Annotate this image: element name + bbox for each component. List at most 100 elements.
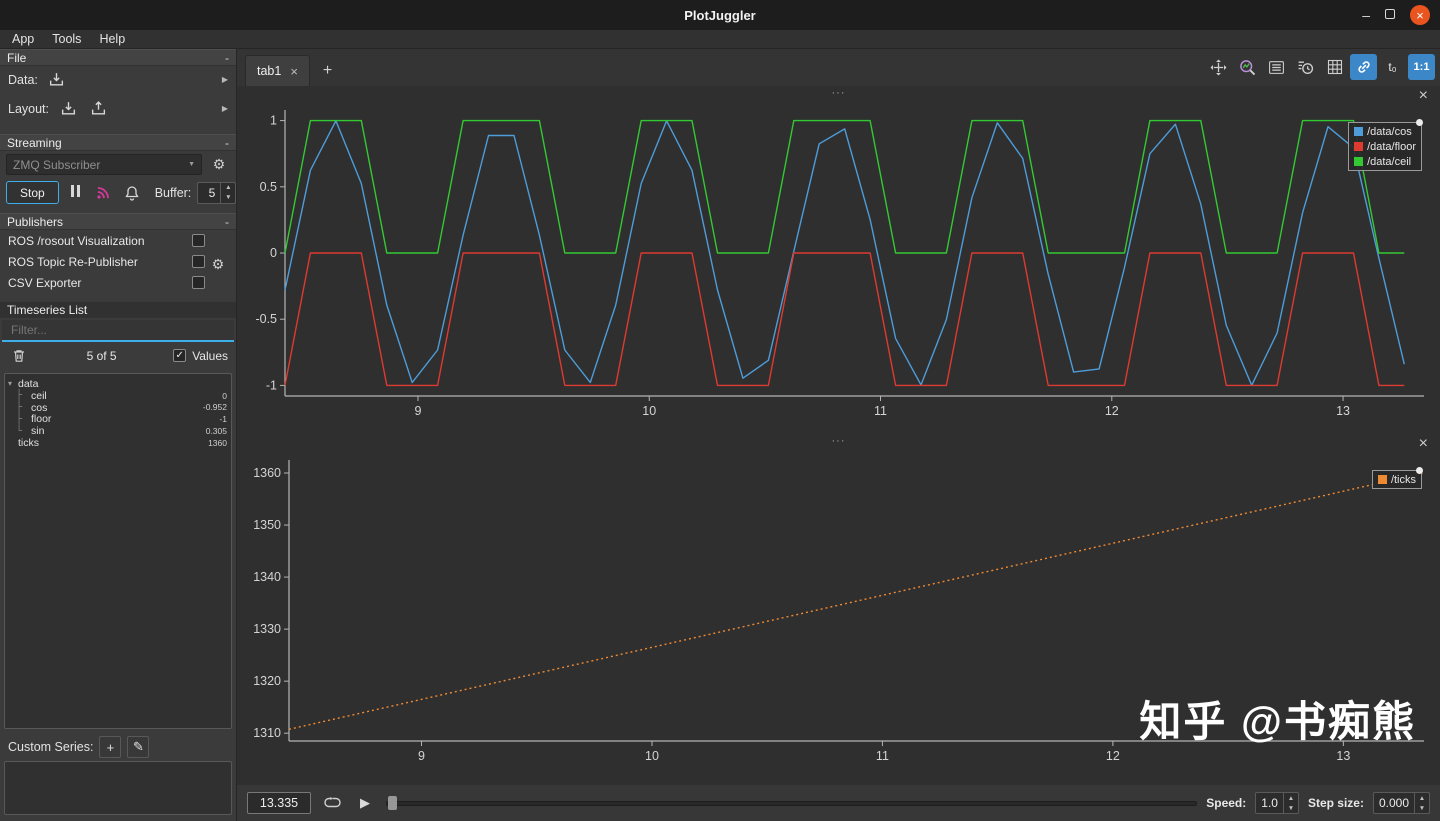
time-offset-button[interactable]: t₀ [1379,54,1406,80]
load-data-button[interactable] [46,69,68,91]
add-tab-button[interactable]: + [315,58,340,83]
legend-item[interactable]: /data/floor [1354,139,1416,154]
tree-item-sin[interactable]: └ sin 0.305 [5,425,231,437]
collapse-icon[interactable]: - [225,214,229,229]
tab-close-icon[interactable]: × [290,63,298,79]
submenu-arrow-icon[interactable]: ▶ [221,75,228,84]
spinbox-arrows[interactable]: ▲ ▼ [1282,793,1298,813]
streaming-section-header[interactable]: Streaming - [0,134,236,151]
ratio-button[interactable]: 1:1 [1408,54,1435,80]
add-custom-series-button[interactable]: + [99,736,122,758]
loop-button[interactable] [320,791,344,815]
publishers-section-header[interactable]: Publishers - [0,213,236,230]
zoom-fit-button[interactable] [1234,54,1261,80]
slider-track[interactable] [386,801,1198,806]
maximize-button[interactable] [1385,8,1395,22]
time-tracker-button[interactable] [1292,54,1319,80]
spin-up-icon[interactable]: ▲ [1418,794,1426,802]
svg-text:11: 11 [876,749,889,763]
publisher-checkbox[interactable] [192,234,205,247]
plus-icon: + [106,739,115,755]
tree-item-ceil[interactable]: ├ ceil 0 [5,390,231,402]
legend-item[interactable]: /data/ceil [1354,154,1416,169]
ratio-label: 1:1 [1413,61,1430,73]
publisher-settings-button[interactable]: ⚙ [207,253,229,275]
notifications-button[interactable] [121,182,143,204]
plot-close-button[interactable]: × [1418,87,1428,104]
plot-close-button[interactable]: × [1418,435,1428,452]
publisher-checkbox[interactable] [192,255,205,268]
load-layout-button[interactable] [57,98,79,120]
save-layout-button[interactable] [87,98,109,120]
timeseries-tree[interactable]: ▾ data ├ ceil 0 ├ cos -0.952 ├ floor -1 … [4,373,232,729]
timeseries-toolbar: 5 of 5 ✓ Values [0,342,236,369]
titlebar[interactable]: PlotJuggler – × [0,0,1440,30]
zoom-plot-icon [1240,59,1256,75]
time-slider[interactable] [386,794,1198,812]
spin-down-icon[interactable]: ▼ [225,194,232,201]
pan-view-button[interactable] [1205,54,1232,80]
show-grid-button[interactable] [1321,54,1348,80]
menu-app[interactable]: App [12,32,35,46]
tracker-dot[interactable] [1416,119,1423,126]
streaming-settings-button[interactable]: ⚙ [208,154,230,176]
tab-tab1[interactable]: tab1 × [245,55,310,86]
stop-button[interactable]: Stop [6,181,59,204]
rss-icon [97,187,110,199]
collapse-icon[interactable]: - [225,50,229,65]
step-size-spinbox[interactable]: 0.000 ▲ ▼ [1372,792,1430,814]
values-checkbox[interactable]: ✓ [173,349,187,362]
submenu-arrow-icon[interactable]: ▶ [221,104,228,113]
plot-drag-handle[interactable]: ··· [831,87,846,99]
stream-status-button[interactable] [93,182,115,204]
dropdown-arrow-icon: ▼ [188,161,195,168]
close-button[interactable]: × [1410,5,1430,25]
tree-item-name: floor [31,413,52,426]
spinbox-arrows[interactable]: ▲ ▼ [220,182,235,203]
spin-down-icon[interactable]: ▼ [1287,804,1295,812]
pan-icon [1210,59,1227,75]
svg-text:1320: 1320 [253,674,281,688]
spin-up-icon[interactable]: ▲ [225,184,232,191]
collapse-icon[interactable]: - [225,135,229,150]
spin-down-icon[interactable]: ▼ [1418,804,1426,812]
file-section-header[interactable]: File - [0,49,236,66]
menu-help[interactable]: Help [99,32,126,46]
publisher-label: ROS Topic Re-Publisher [8,254,138,269]
plot-drag-handle[interactable]: ··· [831,435,846,447]
legend-item[interactable]: /ticks [1377,472,1416,487]
tree-item-floor[interactable]: ├ floor -1 [5,413,231,425]
play-button[interactable]: ▶ [353,791,377,815]
buffer-spinbox[interactable]: 5 ▲ ▼ [197,181,237,204]
slider-handle[interactable] [388,796,397,810]
edit-custom-series-button[interactable]: ✎ [127,736,150,758]
minimize-button[interactable]: – [1362,7,1370,23]
tree-item-cos[interactable]: ├ cos -0.952 [5,402,231,414]
tree-branch-end-icon: └ [16,425,23,437]
streaming-source-select[interactable]: ZMQ Subscriber ▼ [6,154,202,175]
legend-item[interactable]: /data/cos [1354,124,1416,139]
streaming-source-value: ZMQ Subscriber [13,157,101,172]
tree-item-ticks[interactable]: ticks 1360 [5,437,231,449]
tree-item-name: data [18,377,39,390]
speed-spinbox[interactable]: 1.0 ▲ ▼ [1255,792,1299,814]
plot-canvas-bottom[interactable]: 9 10 11 12 13 1310 1320 1330 1340 1350 1360 [245,450,1432,777]
tree-item-name: ticks [18,436,39,449]
tracker-dot[interactable] [1416,467,1423,474]
show-legend-button[interactable] [1263,54,1290,80]
tree-item-data[interactable]: ▾ data [5,378,231,390]
custom-series-panel[interactable] [4,761,232,815]
series-color-swatch [1377,475,1387,484]
svg-text:12: 12 [1106,749,1120,763]
expander-icon[interactable]: ▾ [8,379,13,389]
menu-tools[interactable]: Tools [52,32,82,46]
export-icon [91,101,105,115]
link-x-axis-button[interactable] [1350,54,1377,80]
plot-canvas-top[interactable]: 9 10 11 12 13 1 0.5 0 -0.5 -1 [245,102,1432,432]
spin-up-icon[interactable]: ▲ [1287,794,1295,802]
spinbox-arrows[interactable]: ▲ ▼ [1414,793,1429,813]
filter-input[interactable] [2,320,234,342]
pause-button[interactable] [65,182,87,204]
delete-series-button[interactable] [8,345,30,367]
publisher-checkbox[interactable] [192,276,205,289]
